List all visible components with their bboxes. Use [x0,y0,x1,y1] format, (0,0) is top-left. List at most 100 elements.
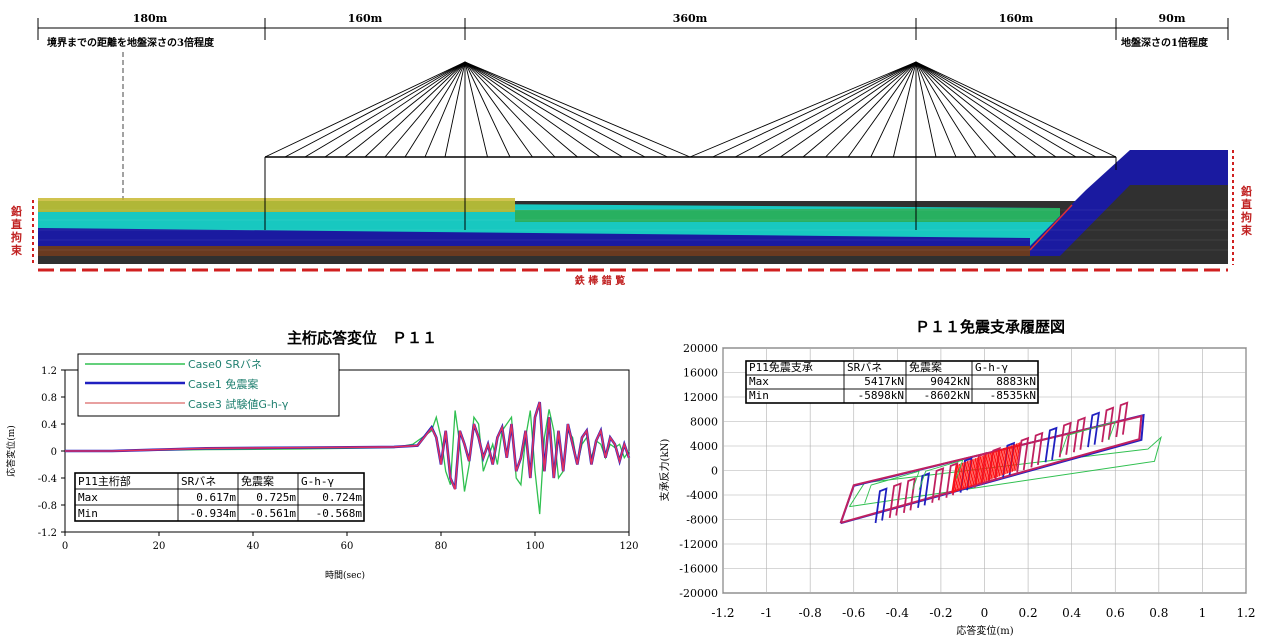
stay-cable [344,61,466,158]
y-tick-label: 8000 [690,416,718,429]
x-tick-label: -0.2 [929,606,952,620]
x-tick-label: 80 [435,541,448,552]
hysteresis-loop [1016,436,1030,473]
right-constraint-label: 鉛直拘束 [1241,184,1253,237]
x-tick-label: -0.6 [842,606,865,620]
stay-cable [284,61,466,158]
stay-cable [915,61,1017,158]
displacement-time-history-chart: 主桁応答変位 Ｐ１１ 0 20 40 60 80 100 120 1.2 0.8 0.4 0 -0.4… [5,329,639,581]
x-tick-label: 20 [153,541,166,552]
chart2-table-cell: -8602kN [924,389,970,402]
left-constraint-label: 鉛直拘束 [11,204,23,257]
stay-cable [915,61,1097,158]
stay-cable [689,61,917,158]
span-label-4: 160m [999,12,1034,25]
stay-cable [464,61,578,158]
chart2-ylabel: 支承反力(kN) [658,439,671,502]
stay-cable [264,61,466,158]
span-label-1: 180m [133,12,168,25]
hysteresis-dense-loop [979,455,985,484]
hysteresis-dense-loop [957,462,964,492]
hysteresis-loop [1087,411,1101,448]
y-tick-label: 0 [51,447,57,458]
x-tick-label: 0.8 [1149,606,1168,620]
hysteresis-dense-loop [998,448,1005,477]
chart1-table-cell: 0.617m [196,491,236,504]
hysteresis-dense-loop [1003,446,1010,475]
chart1-table-cell: -0.934m [190,507,237,520]
stay-cable [915,61,997,158]
hysteresis-loop [1072,416,1086,453]
hysteresis-dense-loop [964,460,970,489]
chart2-table-cell: 免震案 [909,360,942,374]
right-boundary-note: 地盤深さの1倍程度 [1121,36,1209,49]
hysteresis-loop-sr [1060,420,1116,454]
x-tick-label: -0.8 [799,606,822,620]
chart2-table-cell: -8535kN [990,389,1036,402]
hysteresis-dense-loop [962,460,969,490]
bottom-constraint-label: 鉄 棒 錯 覧 [575,274,625,287]
chart1-xlabel: 時間(sec) [325,570,365,581]
chart1-ylabel: 応答変位(m) [5,425,17,477]
hysteresis-loop [1030,431,1044,468]
hysteresis-dense-loop [1005,445,1011,475]
legend-case0: Case0 SRバネ [188,358,262,371]
hysteresis-dense-loop [951,465,957,494]
stay-cable [870,61,917,158]
hysteresis-loop [917,472,931,508]
soil-layers [38,150,1228,264]
bridge-deck-and-pylons [264,61,1117,230]
table-frame [74,472,365,522]
table-cell-border [971,388,1039,404]
hysteresis-dense-loop [969,458,975,487]
legend-case3: Case3 試験値G-h-γ [188,397,289,411]
hysteresis-dense-loop [985,452,992,482]
hysteresis-dense-loop [977,455,983,485]
stay-cable [464,61,668,158]
series-line-2 [65,401,630,490]
span-label-5: 90m [1159,12,1186,25]
hysteresis-loop-sr [864,470,920,504]
chart2-table-cell: Max [749,375,769,388]
chart2-table-cell: Min [749,389,769,402]
x-tick-label: 0 [62,541,68,552]
hysteresis-loop [931,467,945,503]
y-tick-label: 20000 [683,342,718,355]
chart1-table-cell: Max [78,491,98,504]
stay-cable [734,61,917,158]
hysteresis-dense-loop [952,464,959,493]
x-tick-label: -0.4 [886,606,910,620]
hysteresis-dense-loop [1008,444,1014,473]
stay-cable [712,61,917,158]
x-tick-label: -1.2 [711,606,734,620]
stay-cable [464,61,556,158]
chart2-table-cell: P11免震支承 [749,360,813,374]
hysteresis-dense-loop [970,458,977,487]
chart2-title: Ｐ１１免震支承履歴図 [915,318,1065,336]
chart1-table-cell: Min [78,507,98,520]
chart1-table-cell: 0.725m [256,491,296,504]
stay-cable [847,61,917,158]
y-tick-label: -12000 [679,538,718,551]
hysteresis-dense-loop [954,463,961,493]
legend-case1: Case1 免震案 [188,377,258,391]
hysteresis-dense-loop [1011,443,1018,472]
hysteresis-loop [1101,406,1115,443]
table-cell-border [297,504,365,522]
stay-cable [304,61,466,158]
y-tick-label: -0.4 [38,474,57,485]
series-outer-loop-0 [848,435,1162,508]
stay-cable [825,61,917,158]
stay-cable [464,61,691,158]
hysteresis-dense-loop [993,449,1000,479]
chart2-table-cell: G-h-γ [975,361,1008,374]
hysteresis-dense-loop [967,459,974,488]
stay-cable [464,61,601,158]
bearing-hysteresis-chart: Ｐ１１免震支承履歴図 -1.2 -1 -0.8 -0.6 -0.4 -0.2 0 0.2 0.4… [658,318,1256,637]
hysteresis-loop [902,477,916,513]
x-tick-label: -1 [761,606,773,620]
stay-cable [324,61,466,158]
hysteresis-loop [874,487,888,524]
stay-cable [892,61,917,158]
y-tick-label: 0.4 [41,420,57,431]
